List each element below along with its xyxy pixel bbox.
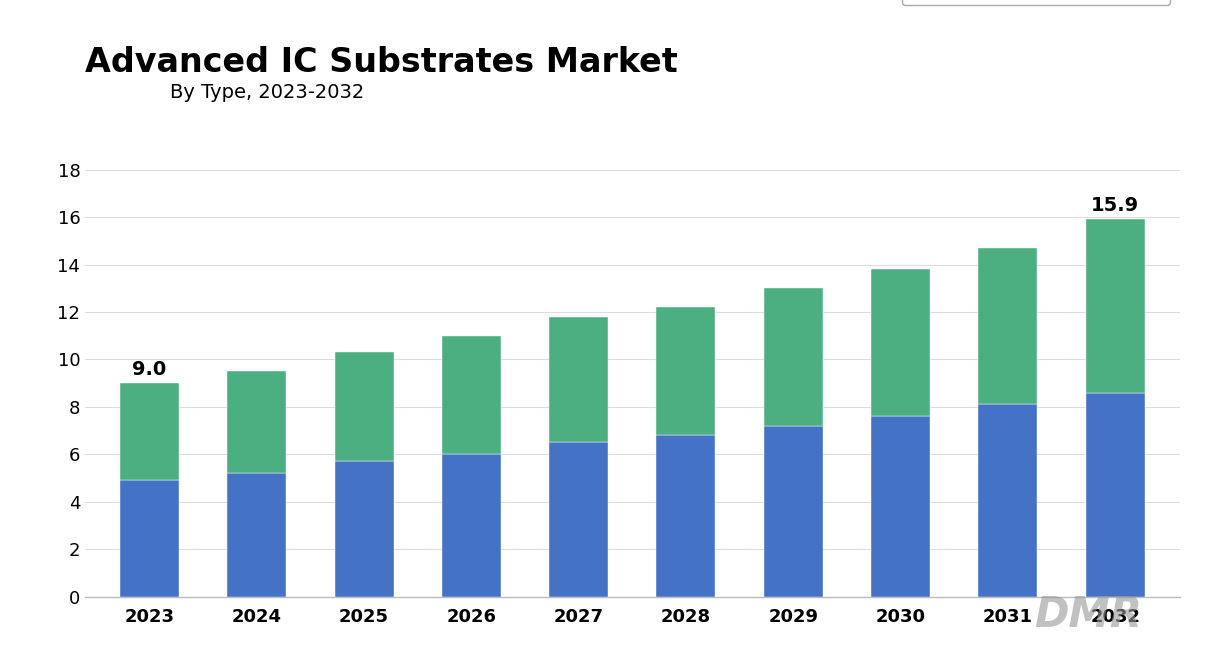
Bar <box>871 416 930 597</box>
Bar <box>979 248 1037 404</box>
Bar <box>441 454 501 597</box>
Bar <box>441 335 501 454</box>
Bar <box>657 307 715 436</box>
Bar <box>871 269 930 416</box>
Text: Advanced IC Substrates Market: Advanced IC Substrates Market <box>85 46 677 80</box>
Text: DMR: DMR <box>1035 595 1142 636</box>
Text: By Type, 2023-2032: By Type, 2023-2032 <box>170 83 365 102</box>
Bar <box>550 442 608 597</box>
Bar <box>1086 219 1144 392</box>
Bar <box>120 481 179 597</box>
Bar <box>227 473 286 597</box>
Bar <box>979 404 1037 597</box>
Bar <box>120 383 179 481</box>
Text: 15.9: 15.9 <box>1091 196 1139 215</box>
Text: 9.0: 9.0 <box>133 360 167 379</box>
Bar <box>1086 392 1144 597</box>
Bar <box>550 317 608 442</box>
Bar <box>334 461 394 597</box>
Bar <box>334 352 394 461</box>
Bar <box>764 288 823 426</box>
Legend: FC BGA, FC CSP: FC BGA, FC CSP <box>901 0 1171 5</box>
Bar <box>227 371 286 473</box>
Bar <box>657 436 715 597</box>
Bar <box>764 426 823 597</box>
